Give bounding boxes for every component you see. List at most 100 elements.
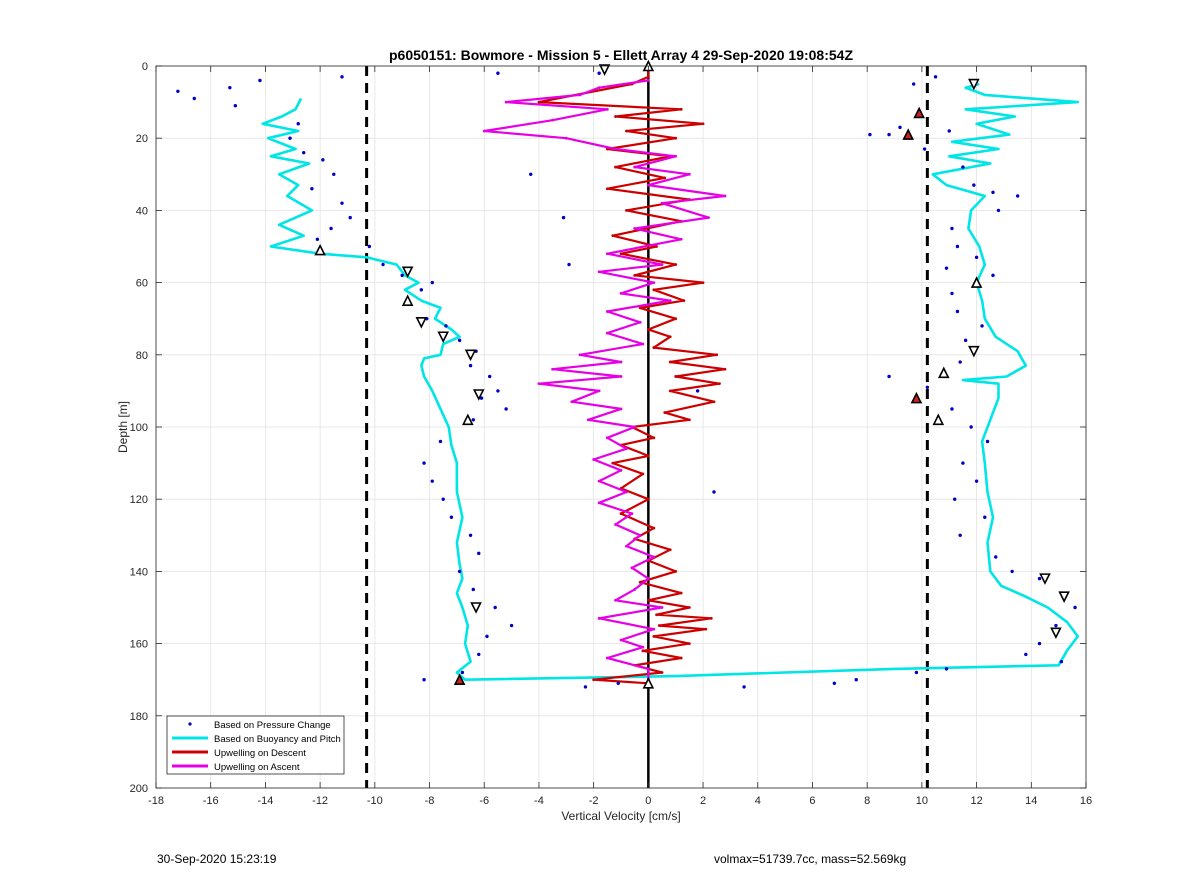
series-point [537, 382, 541, 386]
pressure-change-point [974, 479, 979, 483]
series-point [625, 209, 628, 212]
pressure-change-point [504, 407, 508, 411]
pressure-change-point [950, 226, 954, 231]
pressure-change-point [898, 125, 902, 130]
x-tick-label: 4 [755, 795, 761, 807]
series-point [597, 616, 601, 620]
y-tick-label: 80 [136, 350, 148, 362]
pressure-change-point [496, 389, 500, 393]
pressure-change-point [985, 439, 990, 444]
pressure-change-point [947, 129, 951, 133]
series-point [504, 100, 508, 104]
pressure-change-point [950, 407, 954, 411]
pressure-change-point [925, 385, 930, 389]
x-tick-label: -6 [479, 795, 489, 807]
series-point [625, 447, 628, 451]
pressure-change-point [233, 104, 238, 108]
series-point [564, 136, 568, 140]
pressure-change-point [597, 71, 601, 75]
series-point [668, 360, 672, 364]
pressure-change-point [348, 215, 352, 220]
triangle-down-marker [437, 331, 450, 344]
series-point [660, 671, 664, 674]
pressure-change-point [980, 324, 984, 328]
pressure-change-point [477, 551, 481, 556]
series-point [652, 627, 656, 631]
pressure-change-point [460, 670, 465, 675]
series-point [674, 375, 678, 378]
pressure-change-point [471, 587, 475, 592]
legend-label-descent: Upwelling on Descent [214, 748, 306, 759]
triangle-down-marker [598, 64, 611, 76]
series-point [646, 598, 650, 602]
pressure-change-point [400, 273, 404, 278]
y-tick-label: 160 [130, 639, 148, 651]
pressure-change-point [832, 681, 837, 686]
triangle-up-marker [314, 243, 326, 256]
series-point [592, 458, 596, 461]
pressure-change-point [969, 425, 973, 429]
series-point [641, 649, 645, 653]
series-point [707, 216, 710, 220]
pressure-change-point [479, 396, 484, 400]
pressure-change-point [258, 78, 262, 83]
series-point [641, 342, 645, 346]
series-point [701, 122, 705, 126]
series-point [679, 237, 683, 241]
y-tick-label: 100 [130, 422, 148, 434]
series-point [611, 461, 615, 465]
pressure-change-point [944, 667, 949, 671]
triangle-down-marker [415, 317, 428, 329]
legend-swatch-pressure [188, 722, 192, 726]
triangle-down-marker [968, 345, 980, 358]
series-point [611, 234, 615, 238]
series-point [657, 624, 661, 627]
pressure-change-point [1015, 194, 1020, 198]
y-tick-label: 40 [136, 205, 148, 217]
triangle-up-marker [401, 294, 414, 306]
series-point [592, 678, 596, 682]
series-point [668, 299, 672, 303]
pressure-change-point [955, 244, 960, 249]
pressure-change-point [742, 685, 746, 689]
pressure-change-point [302, 150, 306, 155]
series-point [597, 501, 601, 505]
series-point [619, 252, 623, 256]
series-point [605, 656, 609, 660]
series-point [633, 165, 637, 169]
chart-title: p6050151: Bowmore - Mission 5 - Ellett A… [389, 47, 853, 63]
pressure-change-point [991, 190, 995, 195]
series-point [674, 317, 678, 321]
y-tick-label: 120 [130, 494, 148, 506]
series-point [679, 656, 683, 660]
y-tick-label: 20 [136, 133, 148, 145]
series-point [663, 176, 667, 180]
pressure-change-point [933, 75, 938, 79]
pressure-change-point [1024, 652, 1028, 657]
pressure-change-point [340, 75, 344, 79]
series-point [614, 115, 617, 118]
pressure-change-point [488, 374, 492, 379]
series-point [701, 281, 705, 284]
series-point [646, 183, 650, 187]
pressure-change-point [914, 670, 919, 675]
pressure-change-point [310, 187, 314, 191]
series-point [625, 129, 628, 133]
series-point [633, 425, 637, 429]
series-point [537, 100, 541, 104]
pressure-change-point [922, 147, 927, 151]
series-point [638, 533, 642, 537]
pressure-change-point [991, 273, 995, 278]
pressure-change-point [509, 623, 514, 628]
pressure-change-point [340, 201, 344, 205]
triangle-down-marker [401, 266, 414, 279]
series-point [712, 400, 716, 404]
x-tick-label: 0 [645, 795, 651, 807]
x-tick-label: 14 [1025, 795, 1037, 807]
x-tick-label: 16 [1080, 795, 1092, 807]
legend-label-pressure: Based on Pressure Change [214, 720, 331, 731]
series-point [663, 411, 667, 414]
pressure-change-point [983, 515, 987, 519]
series-point [674, 154, 678, 158]
series-point [660, 201, 664, 205]
